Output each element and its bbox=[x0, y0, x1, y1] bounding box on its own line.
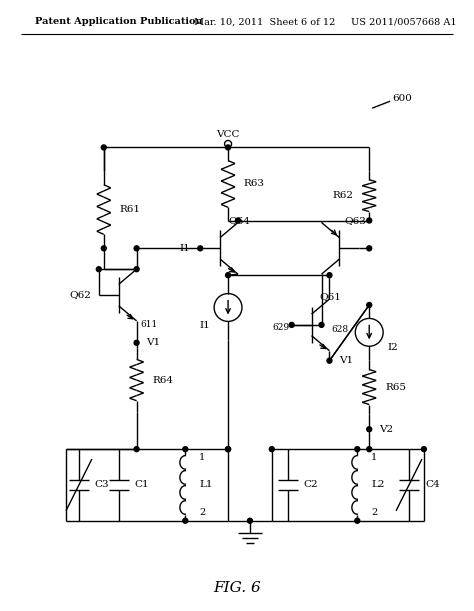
Circle shape bbox=[236, 218, 240, 223]
Circle shape bbox=[101, 145, 106, 150]
Circle shape bbox=[198, 246, 203, 251]
Text: Q61: Q61 bbox=[319, 293, 341, 302]
Circle shape bbox=[367, 246, 372, 251]
Text: 629: 629 bbox=[273, 323, 290, 332]
Circle shape bbox=[183, 518, 188, 523]
Text: VCC: VCC bbox=[216, 130, 240, 139]
Circle shape bbox=[226, 273, 230, 277]
Text: I1: I1 bbox=[180, 244, 190, 253]
Circle shape bbox=[355, 518, 360, 523]
Text: R62: R62 bbox=[332, 191, 353, 200]
Circle shape bbox=[134, 246, 139, 251]
Text: 1: 1 bbox=[371, 453, 377, 461]
Text: V1: V1 bbox=[146, 338, 161, 347]
Text: L1: L1 bbox=[199, 480, 213, 489]
Circle shape bbox=[367, 447, 372, 452]
Text: V2: V2 bbox=[379, 425, 393, 434]
Circle shape bbox=[421, 447, 427, 452]
Text: I1: I1 bbox=[200, 321, 210, 330]
Text: 2: 2 bbox=[199, 508, 205, 518]
Circle shape bbox=[134, 340, 139, 345]
Text: V1: V1 bbox=[339, 356, 354, 365]
Text: C1: C1 bbox=[135, 480, 149, 489]
Text: FIG. 6: FIG. 6 bbox=[213, 581, 261, 595]
Text: L2: L2 bbox=[371, 480, 385, 489]
Text: R61: R61 bbox=[120, 205, 141, 214]
Text: 2: 2 bbox=[371, 508, 377, 518]
Circle shape bbox=[319, 323, 324, 327]
Circle shape bbox=[226, 145, 230, 150]
Text: 600: 600 bbox=[392, 93, 412, 103]
Circle shape bbox=[269, 447, 274, 452]
Circle shape bbox=[367, 302, 372, 307]
Text: Q64: Q64 bbox=[228, 216, 250, 225]
Text: US 2011/0057668 A1: US 2011/0057668 A1 bbox=[351, 17, 457, 26]
Text: R64: R64 bbox=[153, 376, 173, 384]
Circle shape bbox=[327, 273, 332, 277]
Text: 611: 611 bbox=[141, 320, 158, 329]
Circle shape bbox=[134, 447, 139, 452]
Text: C4: C4 bbox=[425, 480, 439, 489]
Circle shape bbox=[367, 218, 372, 223]
Circle shape bbox=[226, 447, 230, 452]
Circle shape bbox=[327, 358, 332, 363]
Text: Patent Application Publication: Patent Application Publication bbox=[35, 17, 202, 26]
Circle shape bbox=[183, 447, 188, 452]
Text: R63: R63 bbox=[244, 180, 265, 188]
Circle shape bbox=[134, 267, 139, 272]
Circle shape bbox=[367, 427, 372, 432]
Circle shape bbox=[247, 518, 253, 523]
Text: R65: R65 bbox=[385, 382, 406, 392]
Text: I2: I2 bbox=[387, 343, 398, 352]
Text: Q62: Q62 bbox=[69, 291, 91, 299]
Text: 628: 628 bbox=[331, 325, 348, 334]
Circle shape bbox=[226, 447, 230, 452]
Text: Q63: Q63 bbox=[345, 216, 366, 225]
Circle shape bbox=[96, 267, 101, 272]
Text: Mar. 10, 2011  Sheet 6 of 12: Mar. 10, 2011 Sheet 6 of 12 bbox=[194, 17, 336, 26]
Text: C2: C2 bbox=[304, 480, 318, 489]
Circle shape bbox=[289, 323, 294, 327]
Text: C3: C3 bbox=[95, 480, 109, 489]
Circle shape bbox=[355, 447, 360, 452]
Circle shape bbox=[101, 246, 106, 251]
Text: 1: 1 bbox=[199, 453, 205, 461]
